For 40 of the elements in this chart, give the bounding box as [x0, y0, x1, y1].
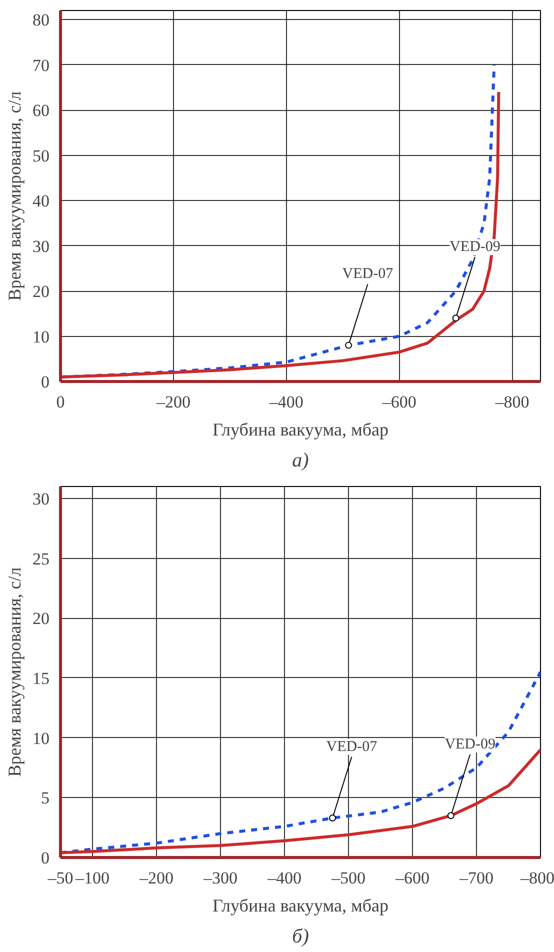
x-tick-label: –300 — [202, 868, 238, 888]
y-tick-label: 30 — [32, 489, 50, 508]
y-tick-label: 10 — [32, 327, 50, 346]
x-tick-label: –100 — [74, 868, 110, 888]
y-axis-title: Время вакуумирования, с/л — [4, 91, 24, 301]
y-tick-label: 15 — [32, 668, 50, 688]
x-tick-label: –400 — [268, 392, 304, 412]
y-tick-label: 50 — [32, 146, 50, 166]
x-tick-label: –200 — [138, 868, 174, 888]
x-tick-label: 0 — [56, 392, 65, 412]
y-tick-label: 20 — [32, 282, 50, 302]
x-tick-label: –800 — [520, 868, 554, 888]
y-tick-label: 25 — [32, 549, 50, 568]
y-tick-label: 80 — [32, 10, 50, 30]
annotation: VED-07 — [342, 266, 394, 282]
text: а) — [292, 450, 310, 472]
x-tick-label: –500 — [330, 868, 366, 888]
y-tick-label: 0 — [41, 372, 50, 392]
y-tick-label: 0 — [41, 848, 50, 868]
x-tick-label: –800 — [494, 392, 530, 412]
text: б) — [292, 926, 310, 948]
y-tick-label: 70 — [32, 56, 50, 75]
x-tick-label: –50 — [46, 868, 74, 888]
y-tick-label: 10 — [32, 728, 50, 748]
y-tick-label: 60 — [32, 101, 50, 120]
y-tick-label: 40 — [32, 192, 50, 211]
annotation: VED-09 — [444, 736, 496, 753]
y-axis-title: Время вакуумирования, с/л — [4, 567, 24, 777]
y-tick-label: 20 — [32, 609, 50, 628]
annotation: VED-07 — [326, 738, 378, 755]
x-axis-title: Глубина вакуума, мбар — [212, 420, 389, 440]
x-axis-title: Глубина вакуума, мбар — [212, 896, 389, 916]
x-tick-label: –700 — [458, 868, 494, 888]
x-tick-label: –600 — [381, 392, 416, 412]
annotation: VED-09 — [450, 239, 500, 256]
y-tick-label: 5 — [41, 788, 50, 808]
x-tick-label: –400 — [266, 868, 302, 888]
x-tick-label: –600 — [394, 868, 430, 888]
x-tick-label: –200 — [155, 392, 190, 412]
y-tick-label: 30 — [32, 236, 50, 256]
